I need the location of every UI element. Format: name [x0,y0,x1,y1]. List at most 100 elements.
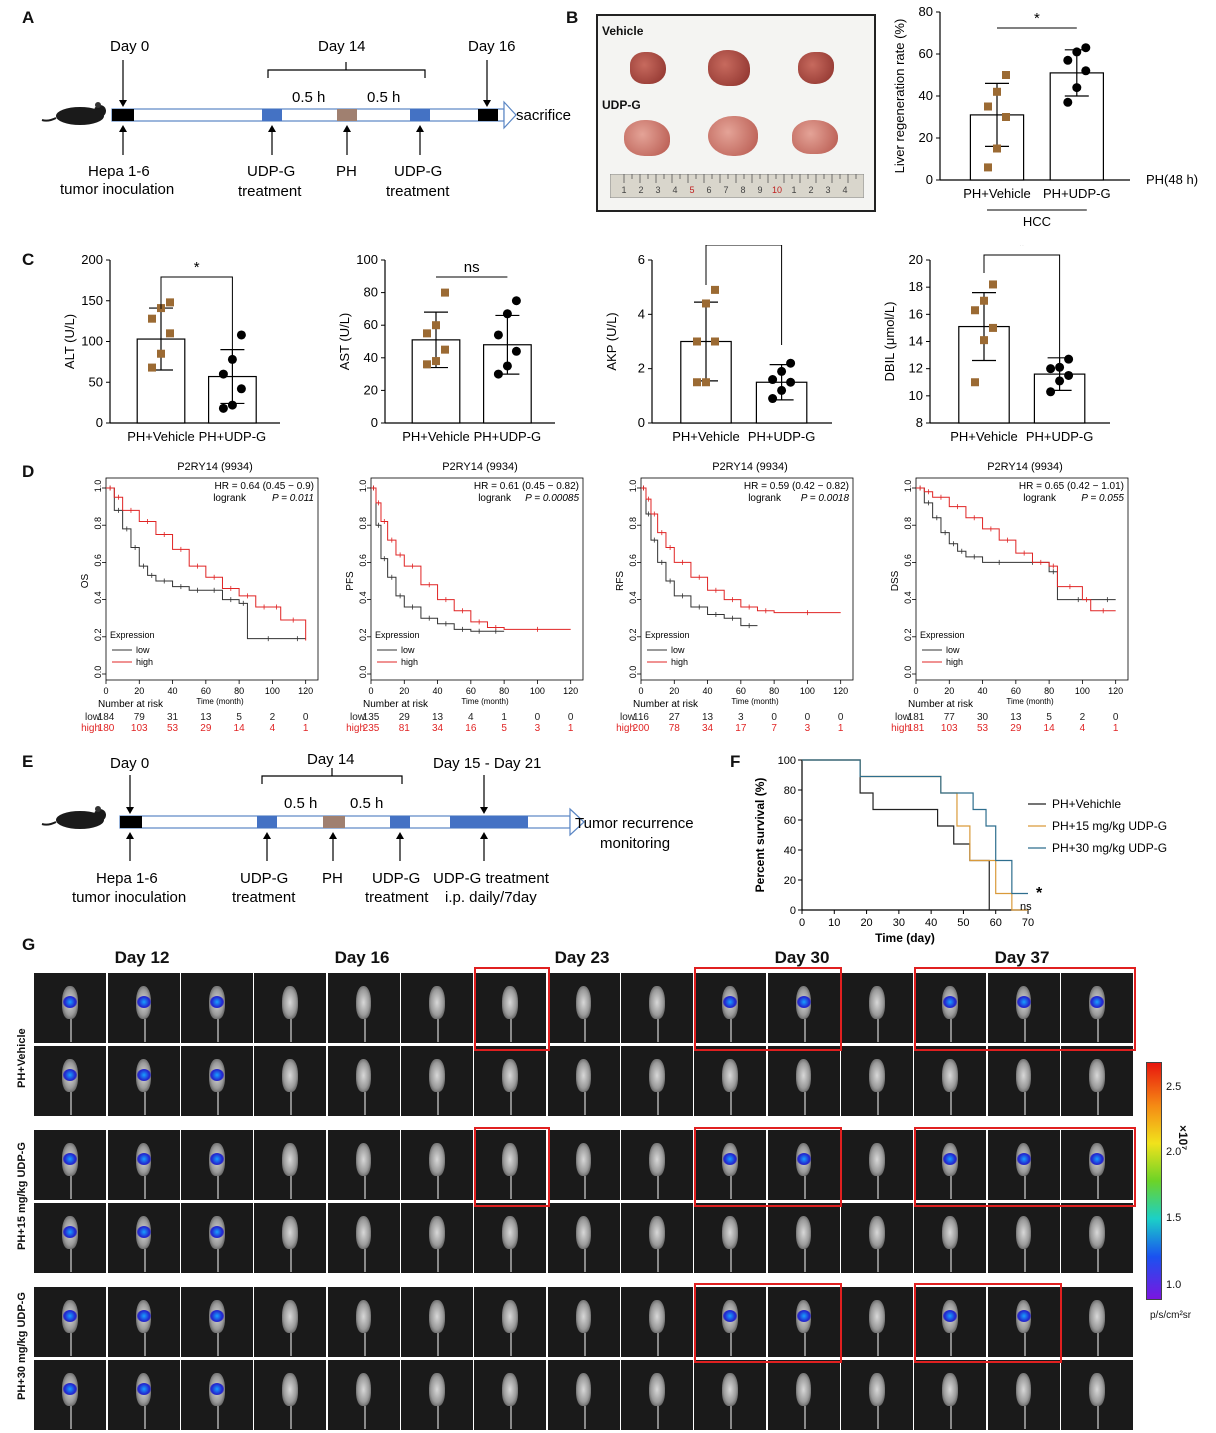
bli-mouse-image [841,1130,913,1200]
mouse-silhouette [869,985,885,1020]
bli-mouse-image [34,1360,106,1430]
bioluminescence-signal [63,1069,77,1082]
bli-mouse-image [254,1046,326,1116]
mouse-silhouette [1089,1058,1105,1093]
y-tick-label: 0.6 [93,554,103,567]
x-tick-label: 20 [860,917,872,929]
y-tick-label: 0.2 [628,629,638,642]
mouse-silhouette [502,1372,518,1407]
risk-value: 34 [702,723,714,734]
data-point [1046,364,1056,374]
bli-mouse-image [34,1046,106,1116]
mouse-silhouette [649,1299,665,1334]
panel-letter-g: G [22,935,36,954]
y-tick-label: 0 [638,415,645,430]
mouse-silhouette [942,1299,958,1334]
mouse-tail [803,1092,806,1115]
bioluminescence-signal [136,996,151,1009]
x-category-label: PH+Vehicle [402,429,470,444]
mouse-silhouette [649,985,665,1020]
mouse-silhouette [62,1142,78,1177]
risk-value: 17 [735,723,747,734]
bioluminescence-signal [796,1153,811,1166]
mouse-tail [1023,1249,1026,1272]
y-tick-label: 0.0 [358,666,368,679]
panel-letter-d: D [22,462,35,481]
bli-mouse-image [181,1046,253,1116]
hazard-ratio: HR = 0.61 (0.45 − 0.82) [474,481,579,492]
y-tick-label: 20 [364,382,378,397]
mouse-silhouette [209,985,225,1020]
mouse-silhouette [209,1299,225,1334]
data-point [148,363,156,372]
significance-label: * [1019,245,1025,254]
x-tick-label: 80 [1044,686,1054,696]
mouse-tail [363,1176,366,1199]
mouse-silhouette [62,985,78,1020]
survival-curve [802,759,1028,895]
bioluminescence-signal [210,1226,224,1239]
data-point [432,321,440,330]
mouse-tail [657,1249,659,1272]
bli-mouse-image [254,1360,326,1430]
bioluminescence-signal [210,1153,224,1166]
x-tick-label: 40 [978,686,988,696]
mouse-tail [877,1333,879,1356]
mouse-silhouette [429,1215,445,1250]
risk-value: 0 [838,712,844,723]
highlight-box [914,1127,1136,1207]
data-point [218,369,228,379]
bli-mouse-image [547,1203,620,1273]
bli-mouse-image [767,1203,840,1273]
mouse-silhouette [502,1299,518,1334]
mouse-tail [437,1092,439,1115]
y-tick-label: 20 [909,252,923,267]
panel-e-timeline: Day 0 Day 14 Day 15 - Day 21 0.5 h 0.5 h… [41,751,694,906]
y-tick-label: 0.8 [628,517,638,530]
chart-title: P2RY14 (9934) [712,461,788,473]
data-point [166,298,174,307]
bioluminescence-signal [136,1069,151,1082]
x-tick-label: 60 [466,686,476,696]
bli-mouse-image [914,1046,986,1116]
plot-frame [640,477,854,681]
mouse-tail [803,1019,806,1042]
risk-value: 29 [399,712,411,723]
hazard-ratio: HR = 0.64 (0.45 − 0.9) [214,481,314,492]
data-point [993,144,1001,153]
day-label: Day 16 [334,948,390,967]
y-axis-label: OS [80,573,91,588]
mouse-tail [657,1406,659,1429]
mouse-tail [290,1019,292,1042]
plot-frame [105,477,319,681]
bli-mouse-image [401,1360,473,1430]
ruler-number: 1 [621,185,626,195]
x-category-label: PH+Vehicle [963,186,1031,201]
ph-label: PH [322,870,343,887]
y-tick-label: 40 [784,845,796,857]
ruler-number: 2 [638,185,643,195]
risk-value: 180 [98,723,115,734]
bli-mouse-image [327,973,400,1043]
bli-mouse-image [621,973,693,1043]
data-point [1063,97,1073,107]
bioluminescence-signal [136,1383,151,1396]
mouse-tail [950,1249,952,1272]
mouse-silhouette [429,1142,445,1177]
y-tick-label: 0 [96,415,103,430]
risk-header: Number at risk [363,699,429,710]
bli-mouse-image [694,1360,766,1430]
bioluminescence-signal [210,1383,224,1396]
y-tick-label: 0 [926,172,933,187]
data-point [227,354,237,364]
bli-mouse-image [401,973,473,1043]
liver-sample [624,120,670,156]
mouse-silhouette [429,1058,445,1093]
mouse-silhouette [282,1372,298,1407]
data-point [441,345,449,354]
plot-frame [370,477,584,681]
mouse-silhouette [575,1299,592,1334]
ruler-number: 8 [740,185,745,195]
data-point [1063,55,1073,65]
x-axis-label: Time (month) [1006,697,1054,706]
